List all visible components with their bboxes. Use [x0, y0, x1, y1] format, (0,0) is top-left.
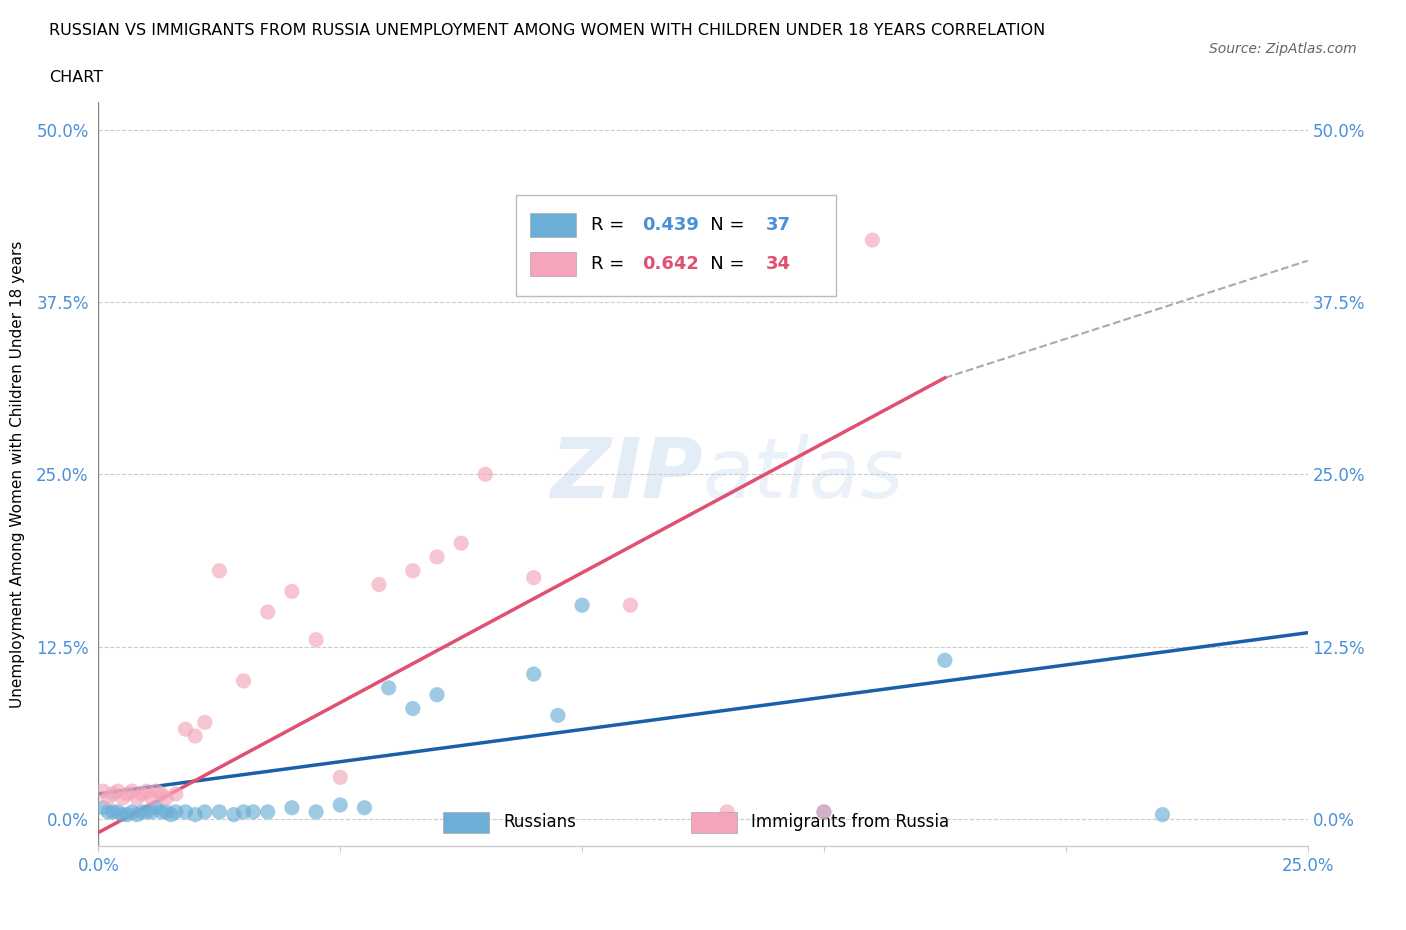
FancyBboxPatch shape: [443, 812, 489, 833]
Point: [208, 564, 231, 578]
Y-axis label: Unemployment Among Women with Children Under 18 years: Unemployment Among Women with Children U…: [10, 241, 25, 708]
Text: Source: ZipAtlas.com: Source: ZipAtlas.com: [1209, 42, 1357, 56]
Point: [402, 701, 425, 716]
Point: [91, 784, 114, 799]
Point: [121, 804, 143, 819]
Text: CHART: CHART: [49, 70, 103, 85]
Text: RUSSIAN VS IMMIGRANTS FROM RUSSIA UNEMPLOYMENT AMONG WOMEN WITH CHILDREN UNDER 1: RUSSIAN VS IMMIGRANTS FROM RUSSIA UNEMPL…: [49, 23, 1046, 38]
Point: [150, 787, 173, 802]
Point: [329, 770, 352, 785]
Point: [91, 801, 114, 816]
Point: [141, 790, 163, 805]
Point: [101, 787, 124, 802]
FancyBboxPatch shape: [516, 195, 837, 296]
Point: [121, 784, 143, 799]
FancyBboxPatch shape: [530, 213, 576, 237]
Point: [184, 728, 207, 743]
Text: R =: R =: [591, 216, 630, 234]
Point: [523, 570, 546, 585]
Point: [145, 801, 167, 816]
Point: [117, 807, 139, 822]
Point: [101, 804, 124, 819]
Point: [353, 801, 375, 816]
Point: [813, 804, 835, 819]
Point: [523, 667, 546, 682]
Point: [619, 598, 641, 613]
Point: [232, 804, 254, 819]
Point: [208, 804, 231, 819]
Point: [281, 584, 304, 599]
Point: [813, 804, 835, 819]
Point: [256, 604, 278, 619]
Point: [256, 804, 278, 819]
Point: [150, 804, 173, 819]
Point: [165, 804, 187, 819]
Text: 0.439: 0.439: [643, 216, 699, 234]
Text: ZIP: ZIP: [550, 433, 703, 515]
Point: [160, 807, 183, 822]
Point: [450, 536, 472, 551]
Point: [97, 804, 120, 819]
Point: [305, 804, 328, 819]
Point: [860, 232, 883, 247]
Point: [281, 801, 304, 816]
Point: [474, 467, 496, 482]
Point: [174, 804, 197, 819]
Point: [127, 790, 149, 805]
Text: 0.642: 0.642: [643, 255, 699, 272]
Point: [184, 807, 207, 822]
Text: 34: 34: [766, 255, 792, 272]
FancyBboxPatch shape: [530, 252, 576, 275]
Point: [174, 722, 197, 737]
Point: [1152, 807, 1174, 822]
Point: [111, 790, 134, 805]
Point: [145, 784, 167, 799]
Point: [547, 708, 569, 723]
Point: [107, 784, 129, 799]
Point: [377, 681, 399, 696]
Point: [426, 687, 449, 702]
Point: [329, 798, 352, 813]
Point: [426, 550, 449, 565]
Point: [571, 598, 593, 613]
Point: [117, 787, 139, 802]
Text: R =: R =: [591, 255, 630, 272]
Text: Immigrants from Russia: Immigrants from Russia: [751, 814, 949, 831]
Point: [141, 804, 163, 819]
Point: [131, 787, 153, 802]
Point: [402, 564, 425, 578]
Point: [135, 804, 157, 819]
Point: [155, 790, 177, 805]
Point: [127, 807, 149, 822]
FancyBboxPatch shape: [690, 812, 737, 833]
Point: [368, 578, 391, 592]
Text: N =: N =: [693, 255, 751, 272]
Point: [97, 790, 120, 805]
Point: [222, 807, 245, 822]
Point: [155, 804, 177, 819]
Point: [135, 784, 157, 799]
Point: [111, 807, 134, 822]
Point: [194, 804, 217, 819]
Text: N =: N =: [693, 216, 751, 234]
Text: Russians: Russians: [503, 814, 576, 831]
Point: [107, 804, 129, 819]
Point: [194, 715, 217, 730]
Point: [716, 804, 738, 819]
Point: [242, 804, 264, 819]
Point: [934, 653, 956, 668]
Point: [232, 673, 254, 688]
Point: [165, 787, 187, 802]
Text: atlas: atlas: [703, 433, 904, 515]
Point: [305, 632, 328, 647]
Text: 37: 37: [766, 216, 792, 234]
Point: [131, 804, 153, 819]
